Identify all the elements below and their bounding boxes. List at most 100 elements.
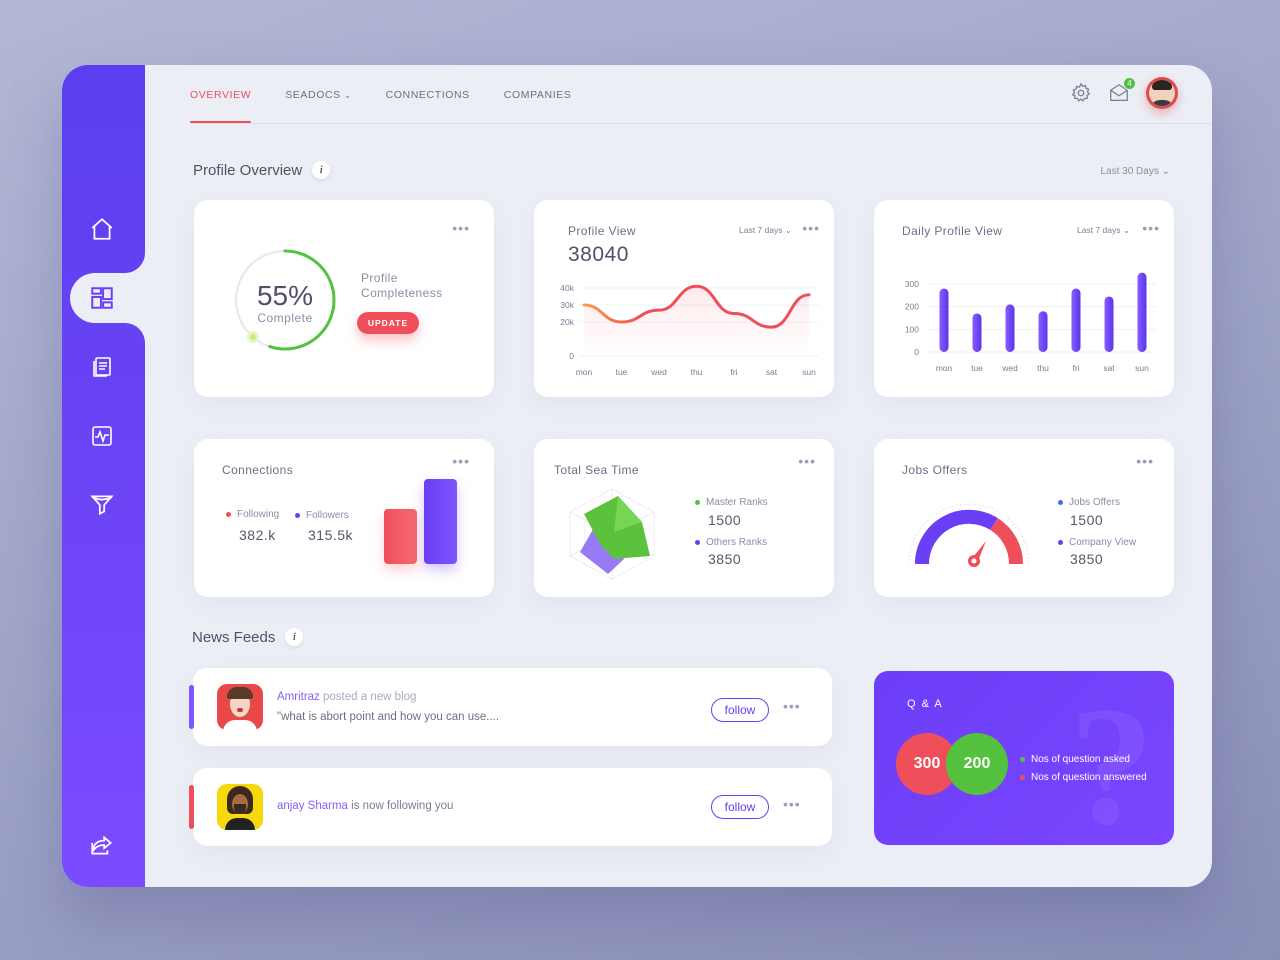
asked-legend: Nos of question asked	[1020, 754, 1130, 765]
nav-seadocs[interactable]: SEADOCS ⌄	[285, 89, 352, 101]
y-tick-label: 300	[905, 279, 919, 289]
daily-view-range-dropdown[interactable]: Last 7 days ⌄	[1077, 225, 1130, 235]
more-icon[interactable]: •••	[452, 220, 470, 236]
daily-profile-view-chart: 300 200 100 0 mon tue wed thu fri sat sun	[905, 272, 1156, 373]
messages-button[interactable]: 4	[1108, 77, 1136, 104]
info-icon[interactable]: i	[285, 628, 304, 646]
chevron-down-icon: ⌄	[784, 225, 792, 235]
dashboard-icon[interactable]	[82, 278, 122, 318]
x-tick-label: sun	[1135, 363, 1149, 373]
more-icon[interactable]: •••	[798, 453, 816, 469]
y-tick-label: 20k	[560, 317, 574, 327]
following-bar	[384, 509, 417, 564]
feed-accent-bar	[189, 685, 194, 729]
question-mark-icon: ?	[1069, 672, 1154, 845]
y-tick-label: 30k	[560, 300, 574, 310]
x-tick-label: mon	[576, 367, 593, 377]
daily-profile-view-title: Daily Profile View	[902, 224, 1003, 238]
followers-value: 315.5k	[308, 527, 354, 543]
nav-connections[interactable]: CONNECTIONS	[385, 89, 470, 101]
bar	[1071, 288, 1081, 352]
x-tick-label: sat	[1103, 363, 1115, 373]
activity-icon[interactable]	[82, 416, 122, 456]
feed-user-name[interactable]: Amritraz	[277, 691, 320, 703]
y-tick-label: 100	[905, 324, 919, 334]
range-dropdown[interactable]: Last 30 Days ⌄	[1100, 166, 1170, 177]
follow-button[interactable]: follow	[711, 795, 769, 819]
green-dot-icon	[1020, 757, 1025, 762]
more-icon[interactable]: •••	[802, 220, 820, 236]
nav-companies[interactable]: COMPANIES	[503, 89, 572, 101]
answered-legend: Nos of question answered	[1020, 772, 1147, 783]
follow-button[interactable]: follow	[711, 698, 769, 722]
connections-card: Connections ••• Following 382.k Follower…	[194, 439, 494, 597]
completeness-ring	[234, 249, 336, 351]
filter-icon[interactable]	[82, 485, 122, 525]
nav-divider	[190, 123, 1212, 124]
following-value: 382.k	[239, 527, 276, 543]
sidebar-active-indicator	[70, 273, 160, 323]
documents-icon[interactable]	[82, 347, 122, 387]
chevron-down-icon: ⌄	[1122, 225, 1130, 235]
x-tick-label: wed	[650, 367, 667, 377]
home-icon[interactable]	[82, 209, 122, 249]
dashboard-frame: OVERVIEW SEADOCS ⌄ CONNECTIONS COMPANIES…	[62, 65, 1212, 887]
header-actions: 4	[1070, 77, 1178, 109]
bar	[1104, 296, 1114, 352]
info-icon[interactable]: i	[312, 161, 331, 179]
company-view-legend: Company View	[1058, 537, 1136, 548]
master-ranks-legend: Master Ranks	[695, 497, 768, 508]
news-feed-item[interactable]: anjay Sharma is now following you follow…	[189, 768, 832, 846]
more-icon[interactable]: •••	[1136, 453, 1154, 469]
y-tick-label: 0	[569, 351, 574, 361]
update-button[interactable]: UPDATE	[357, 312, 419, 334]
feed-avatar[interactable]	[217, 684, 263, 730]
profile-view-total: 38040	[568, 243, 629, 266]
purple-dot-icon	[695, 540, 700, 545]
line-series	[582, 284, 811, 329]
others-ranks-legend: Others Ranks	[695, 537, 767, 548]
feed-headline: anjay Sharma is now following you	[277, 800, 454, 812]
x-tick-label: sat	[766, 367, 778, 377]
x-tick-label: wed	[1001, 363, 1018, 373]
total-sea-time-card: Total Sea Time ••• Master Ranks 1500 Oth…	[534, 439, 834, 597]
red-dot-icon	[1020, 775, 1025, 780]
jobs-offers-card: Jobs Offers ••• Jobs Offers 1500 Company…	[874, 439, 1174, 597]
profile-overview-title: Profile Overview i	[193, 161, 331, 179]
feed-user-name[interactable]: anjay Sharma	[277, 800, 348, 812]
chevron-down-icon: ⌄	[344, 91, 352, 100]
completeness-percent: 55%	[256, 280, 314, 311]
top-nav: OVERVIEW SEADOCS ⌄ CONNECTIONS COMPANIES	[190, 89, 605, 123]
user-avatar[interactable]	[1146, 77, 1178, 109]
bar	[1038, 311, 1048, 352]
nav-overview[interactable]: OVERVIEW	[190, 89, 252, 123]
profile-view-title: Profile View	[568, 224, 636, 238]
purple-dot-icon	[295, 513, 300, 518]
gear-icon[interactable]	[1070, 82, 1092, 104]
x-tick-label: fri	[1072, 363, 1079, 373]
followers-legend: Followers	[295, 510, 349, 521]
x-tick-label: tue	[616, 367, 628, 377]
questions-answered-stat: 200	[946, 733, 1008, 795]
more-icon[interactable]: •••	[783, 698, 801, 714]
red-dot-icon	[226, 512, 231, 517]
jobs-gauge-chart	[908, 503, 1030, 567]
x-tick-label: tue	[971, 363, 983, 373]
blue-dot-icon	[1058, 500, 1063, 505]
share-icon[interactable]	[82, 825, 122, 865]
more-icon[interactable]: •••	[452, 453, 470, 469]
others-ranks-value: 3850	[708, 551, 742, 567]
more-icon[interactable]: •••	[783, 796, 801, 812]
followers-bar	[424, 479, 457, 564]
completeness-sub: Complete	[257, 311, 313, 325]
bar	[972, 313, 982, 352]
feed-avatar[interactable]	[217, 784, 263, 830]
sea-time-title: Total Sea Time	[554, 463, 639, 477]
jobs-offers-legend: Jobs Offers	[1058, 497, 1120, 508]
bar	[939, 288, 949, 352]
news-feed-item[interactable]: Amritraz posted a new blog "what is abor…	[189, 668, 832, 746]
x-tick-label: thu	[1037, 363, 1049, 373]
envelope-icon	[1110, 83, 1128, 101]
profile-view-range-dropdown[interactable]: Last 7 days ⌄	[739, 225, 792, 235]
more-icon[interactable]: •••	[1142, 220, 1160, 236]
